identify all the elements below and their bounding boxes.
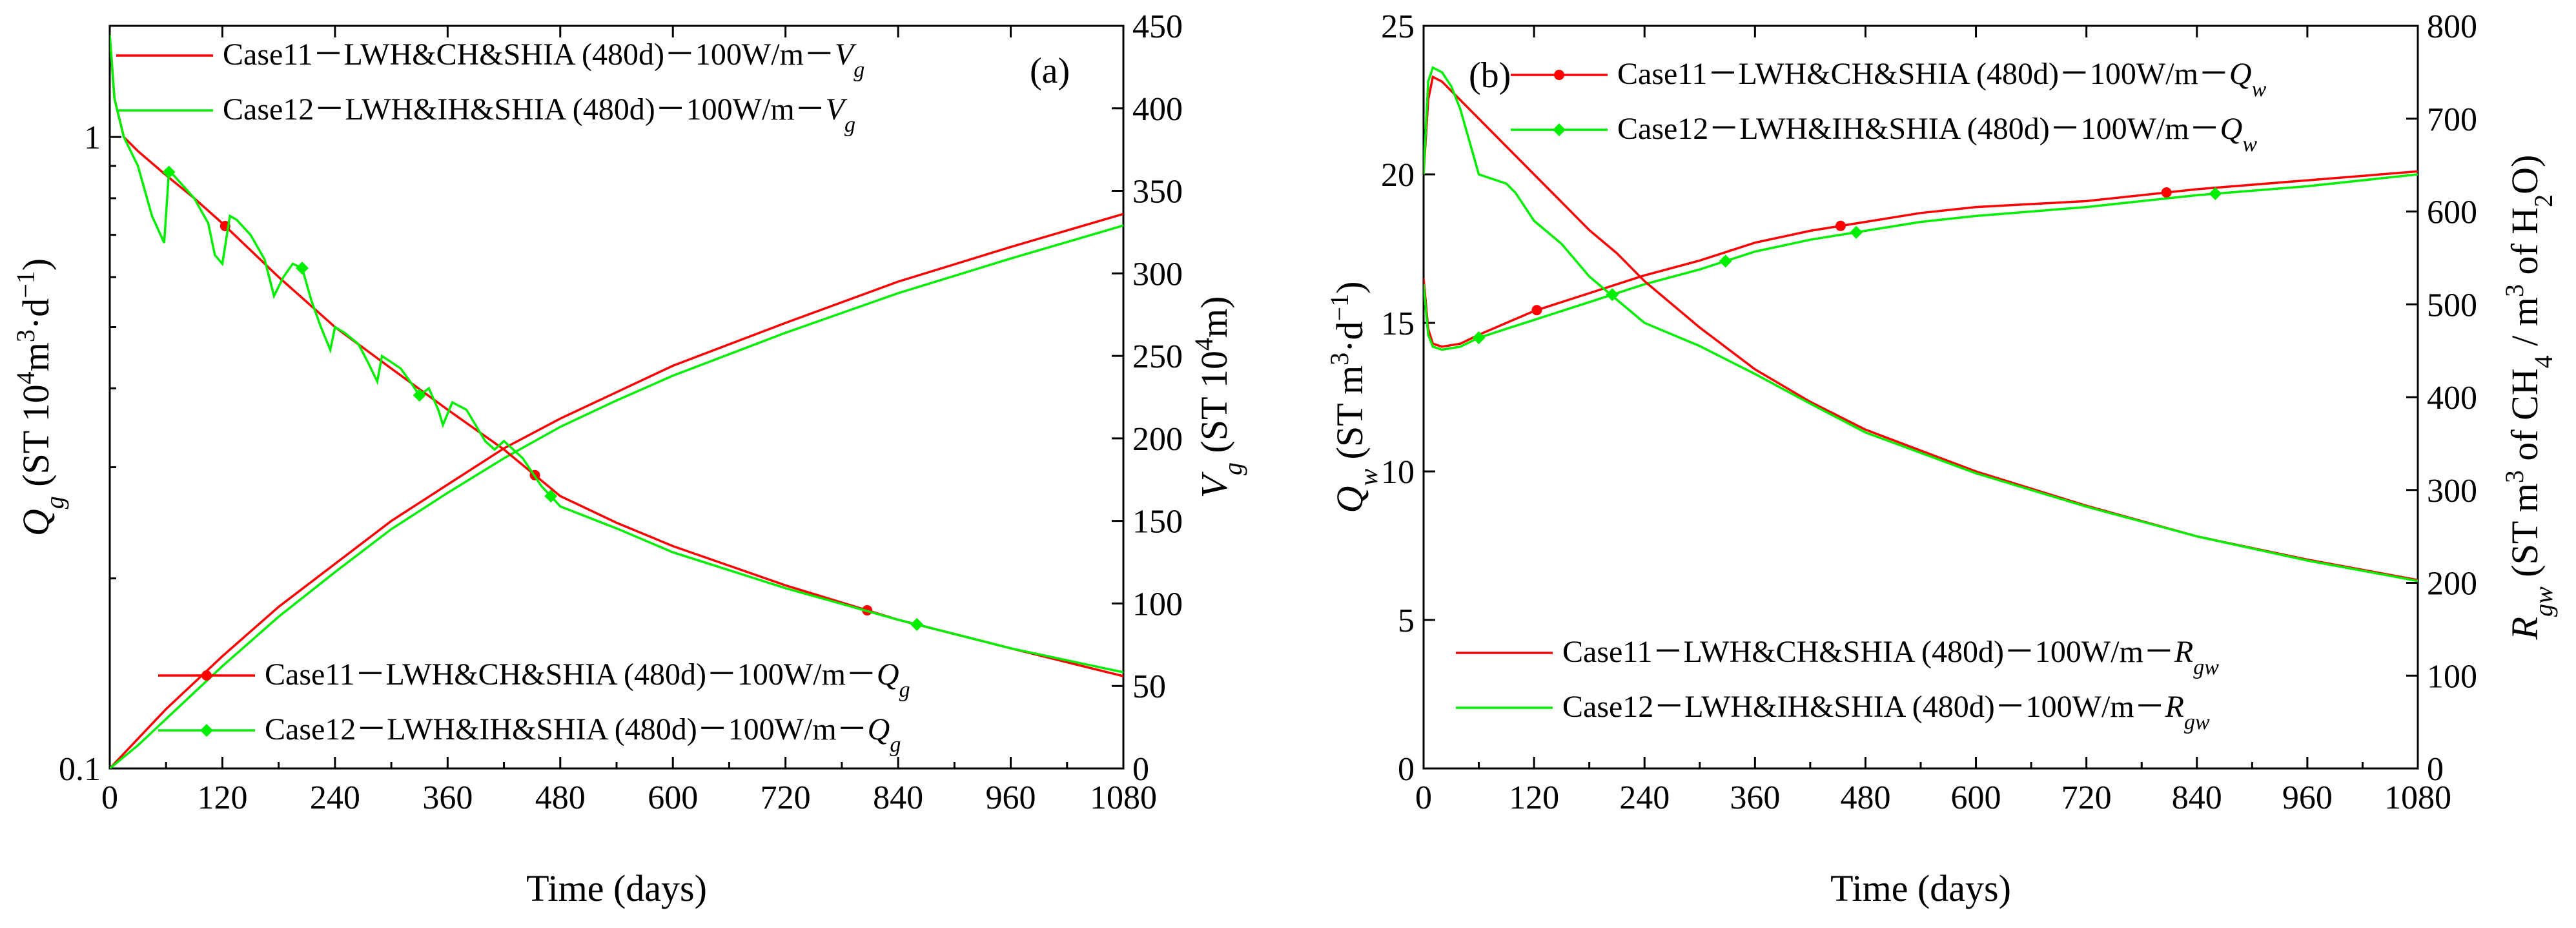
y-right-tick-label: 0 bbox=[1132, 751, 1149, 788]
x-tick-label: 480 bbox=[1840, 779, 1890, 816]
x-tick-label: 600 bbox=[648, 779, 698, 816]
x-axis-label: Time (days) bbox=[1830, 867, 2011, 909]
y-right-tick-label: 400 bbox=[2427, 380, 2477, 417]
y-left-axis-label: Qg (ST 104m3·d−1) bbox=[11, 258, 69, 536]
legend-marker-circle bbox=[201, 670, 212, 681]
series-line bbox=[110, 224, 1123, 768]
legend-entry-text: Case12－LWH&IH&SHIA (480d)－100W/m－Vg bbox=[223, 92, 855, 137]
y-left-tick-label: 15 bbox=[1381, 305, 1415, 342]
series-marker-diamond bbox=[1719, 254, 1732, 268]
y-left-tick-label: 10 bbox=[1381, 454, 1415, 491]
series-marker-diamond bbox=[162, 165, 176, 179]
x-tick-label: 120 bbox=[1509, 779, 1559, 816]
x-tick-label: 840 bbox=[2172, 779, 2222, 816]
x-tick-label: 480 bbox=[535, 779, 586, 816]
x-tick-label: 1080 bbox=[2384, 779, 2451, 816]
series-marker-circle bbox=[1531, 305, 1542, 316]
series-marker-circle bbox=[2161, 187, 2172, 198]
legend-marker-circle bbox=[1554, 70, 1564, 80]
legend-entry-text: Case12－LWH&IH&SHIA (480d)－100W/m－Qg bbox=[265, 712, 901, 757]
panel-label: (a) bbox=[1030, 51, 1070, 91]
y-left-tick-label: 1 bbox=[84, 119, 101, 156]
x-tick-label: 360 bbox=[1730, 779, 1780, 816]
series-marker-diamond bbox=[413, 389, 426, 402]
y-right-tick-label: 350 bbox=[1132, 174, 1183, 211]
legend-entry-text: Case11－LWH&CH&SHIA (480d)－100W/m－Vg bbox=[223, 37, 864, 82]
y-right-axis-label: Vg (ST 104m) bbox=[1189, 296, 1247, 499]
series-line bbox=[1424, 66, 2418, 583]
series-marker-diamond bbox=[544, 490, 558, 503]
legend-entry-text: Case11－LWH&CH&SHIA (480d)－100W/m－Qg bbox=[265, 657, 910, 702]
series-line bbox=[1424, 75, 2418, 581]
series-marker-diamond bbox=[296, 262, 309, 275]
legend-entry-text: Case11－LWH&CH&SHIA (480d)－100W/m－Qw bbox=[1617, 57, 2267, 101]
series-marker-diamond bbox=[1850, 225, 1863, 239]
x-tick-label: 600 bbox=[1951, 779, 2001, 816]
y-right-tick-label: 800 bbox=[2427, 8, 2477, 45]
x-axis-label: Time (days) bbox=[526, 867, 707, 909]
x-tick-label: 120 bbox=[197, 779, 247, 816]
legend-entry-text: Case11－LWH&CH&SHIA (480d)－100W/m－Rgw bbox=[1562, 635, 2219, 679]
x-tick-label: 960 bbox=[986, 779, 1036, 816]
x-tick-label: 720 bbox=[761, 779, 811, 816]
series-marker-circle bbox=[1835, 220, 1846, 231]
series-line bbox=[1424, 173, 2418, 351]
series-marker-diamond bbox=[2209, 187, 2222, 200]
legend-marker-diamond bbox=[1553, 123, 1566, 136]
legend-entry-text: Case12－LWH&IH&SHIA (480d)－100W/m－Qw bbox=[1617, 112, 2257, 156]
x-tick-label: 720 bbox=[2061, 779, 2112, 816]
y-right-tick-label: 600 bbox=[2427, 194, 2477, 231]
y-right-tick-label: 300 bbox=[2427, 473, 2477, 510]
x-tick-label: 840 bbox=[873, 779, 923, 816]
y-right-tick-label: 500 bbox=[2427, 287, 2477, 324]
y-right-tick-label: 300 bbox=[1132, 256, 1183, 293]
series-line bbox=[110, 35, 1123, 677]
y-right-tick-label: 400 bbox=[1132, 91, 1183, 128]
series-line bbox=[1424, 170, 2418, 348]
x-tick-label: 0 bbox=[101, 779, 118, 816]
series-line bbox=[110, 212, 1123, 768]
series-line bbox=[110, 35, 1123, 674]
y-right-tick-label: 250 bbox=[1132, 338, 1183, 375]
y-right-tick-label: 0 bbox=[2427, 751, 2444, 788]
chart-panel-b: 0 120 240 360 480 600 720 840 960 1080 Time (days)… bbox=[1325, 8, 2558, 909]
y-right-tick-label: 700 bbox=[2427, 101, 2477, 138]
series-marker-diamond bbox=[910, 618, 924, 632]
x-tick-label: 0 bbox=[1415, 779, 1432, 816]
y-right-tick-label: 100 bbox=[2427, 658, 2477, 695]
y-right-tick-label: 150 bbox=[1132, 504, 1183, 541]
x-tick-label: 1080 bbox=[1090, 779, 1157, 816]
x-tick-label: 240 bbox=[1619, 779, 1670, 816]
legend-entry-text: Case12－LWH&IH&SHIA (480d)－100W/m－Rgw bbox=[1562, 690, 2210, 734]
panel-label: (b) bbox=[1469, 56, 1511, 96]
legend-marker-diamond bbox=[200, 724, 213, 737]
y-left-tick-label: 25 bbox=[1381, 8, 1415, 45]
y-right-tick-label: 200 bbox=[1132, 421, 1183, 458]
y-left-tick-label: 0.1 bbox=[59, 751, 101, 788]
y-right-axis-label: Rgw (ST m3 of CH4 / m3 of H2O) bbox=[2500, 155, 2558, 641]
y-right-tick-label: 100 bbox=[1132, 586, 1183, 623]
x-tick-label: 360 bbox=[422, 779, 473, 816]
y-right-tick-label: 450 bbox=[1132, 8, 1183, 45]
y-left-tick-label: 0 bbox=[1398, 751, 1415, 788]
series-marker-diamond bbox=[1472, 331, 1486, 344]
chart-panel-a: 0 120 240 360 480 600 720 840 960 1080 Time (days)… bbox=[11, 8, 1247, 909]
y-right-tick-label: 50 bbox=[1132, 668, 1166, 705]
y-left-tick-label: 5 bbox=[1398, 603, 1415, 639]
y-left-tick-label: 20 bbox=[1381, 157, 1415, 194]
x-tick-label: 240 bbox=[310, 779, 360, 816]
x-tick-label: 960 bbox=[2282, 779, 2333, 816]
y-right-tick-label: 200 bbox=[2427, 566, 2477, 603]
y-left-axis-label: Qw (ST m3·d−1) bbox=[1325, 282, 1383, 513]
